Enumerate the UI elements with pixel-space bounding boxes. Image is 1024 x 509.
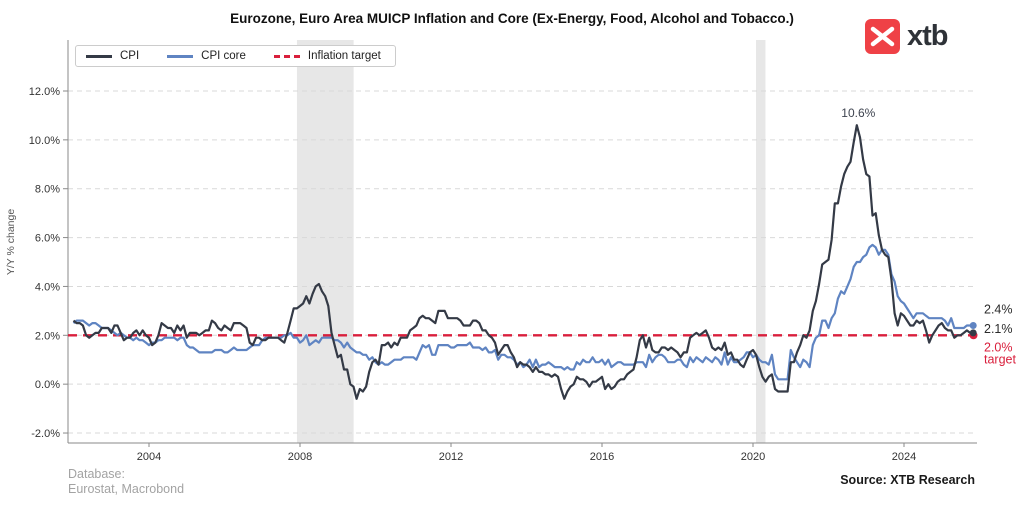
xtb-logo-mark	[865, 19, 900, 54]
legend-item-cpi-core: CPI core	[167, 50, 246, 62]
x-tick-label: 2008	[288, 451, 312, 463]
x-tick-label: 2020	[741, 451, 765, 463]
end-label-2: 2.0%	[984, 341, 1013, 355]
y-tick-label: 8.0%	[35, 184, 60, 196]
xtb-logo: xtb	[865, 19, 948, 54]
legend-item-cpi: CPI	[86, 50, 139, 62]
legend-label-inflation-target: Inflation target	[307, 50, 381, 62]
x-tick-label: 2016	[590, 451, 614, 463]
cpi-end-dot	[969, 329, 977, 337]
cpi-core-line-sample	[167, 54, 194, 58]
legend-label-cpi: CPI	[120, 50, 140, 62]
end-label-0: 2.4%	[984, 303, 1013, 317]
database-note: Database: Eurostat, Macrobond	[68, 467, 184, 497]
page-title: Eurozone, Euro Area MUICP Inflation and …	[230, 11, 794, 26]
xtb-x-icon	[870, 26, 895, 47]
database-label: Database:	[68, 467, 125, 481]
x-tick-label: 2004	[137, 451, 161, 463]
legend-label-cpi-core: CPI core	[201, 50, 246, 62]
recession-band-1	[756, 40, 766, 443]
y-tick-label: 4.0%	[35, 281, 60, 293]
y-tick-label: 12.0%	[29, 86, 60, 98]
y-tick-label: 10.0%	[29, 135, 60, 147]
peak-annotation: 10.6%	[841, 106, 875, 120]
inflation-target-line-sample	[273, 54, 300, 58]
cpi-core-end-dot	[969, 322, 977, 330]
cpi-core-line	[72, 243, 974, 381]
legend: CPI CPI core Inflation target	[75, 45, 396, 67]
source-note: Source: XTB Research	[840, 473, 975, 487]
y-axis-title: Y/Y % change	[5, 209, 17, 276]
legend-item-inflation-target: Inflation target	[273, 50, 381, 62]
x-tick-label: 2024	[892, 451, 916, 463]
end-label-3: target	[984, 353, 1016, 367]
x-tick-label: 2012	[439, 451, 463, 463]
y-tick-label: 0.0%	[35, 379, 60, 391]
recession-band-0	[296, 40, 354, 443]
xtb-logo-text: xtb	[907, 20, 948, 52]
database-value: Eurostat, Macrobond	[68, 482, 185, 496]
cpi-line-sample	[86, 54, 112, 58]
y-tick-label: 6.0%	[35, 233, 60, 245]
y-tick-label: -2.0%	[31, 428, 60, 440]
end-label-1: 2.1%	[984, 322, 1013, 336]
cpi-line	[72, 124, 974, 400]
y-tick-label: 2.0%	[35, 330, 60, 342]
